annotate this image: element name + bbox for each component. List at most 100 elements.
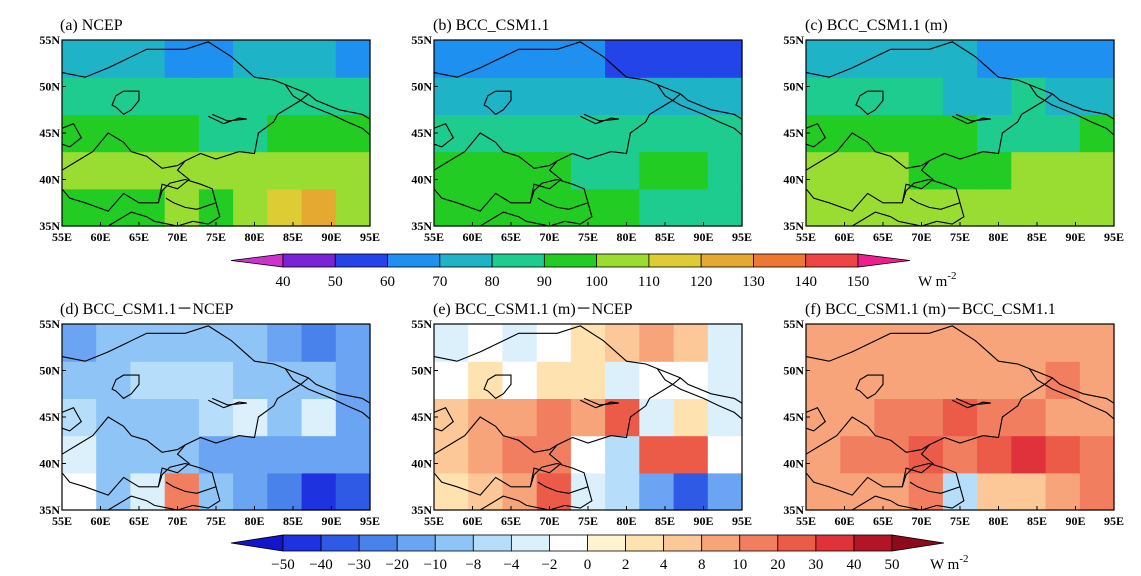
heatmap-cell xyxy=(96,435,131,474)
heatmap-cell xyxy=(673,77,709,115)
lon-tick-label: 55E xyxy=(796,230,816,244)
heatmap-cell xyxy=(1079,361,1115,399)
country-border xyxy=(433,41,743,120)
lat-tick-label: 35N xyxy=(783,503,804,517)
heatmap-cell xyxy=(673,188,709,227)
heatmap-cell xyxy=(707,77,743,115)
heatmap-cell xyxy=(605,472,640,511)
heatmap-cell xyxy=(1079,472,1115,511)
heatmap-cell xyxy=(301,398,337,437)
country-border xyxy=(284,368,371,420)
heatmap-cell xyxy=(468,472,503,511)
lat-tick-label: 55N xyxy=(39,317,60,331)
heatmap-cell xyxy=(198,40,234,78)
lon-tick-label: 65E xyxy=(501,230,521,244)
lon-tick-label: 90E xyxy=(1065,514,1085,528)
heatmap-cell xyxy=(570,435,606,474)
lat-tick-label: 35N xyxy=(783,219,804,233)
panel-title-f: (f) BCC_CSM1.1 (m)－BCC_CSM1.1 xyxy=(805,301,1056,318)
heatmap-cell xyxy=(164,40,200,78)
heatmap-cell xyxy=(605,151,640,190)
heatmap-cell xyxy=(233,398,268,437)
country-border xyxy=(805,123,827,148)
country-border xyxy=(1028,84,1115,136)
lat-tick-label: 50N xyxy=(411,80,432,94)
heatmap-cell xyxy=(502,398,538,437)
lat-tick-label: 35N xyxy=(411,503,432,517)
heatmap-cell xyxy=(908,324,944,362)
colorbar-box xyxy=(334,253,388,268)
heatmap-cell xyxy=(673,398,709,437)
lat-tick-label: 40N xyxy=(783,457,804,471)
heatmap-cell xyxy=(673,435,709,474)
lat-tick-label: 40N xyxy=(39,457,60,471)
heatmap-cell xyxy=(62,361,97,399)
heatmap-cell xyxy=(335,114,371,153)
colorbar-box xyxy=(439,253,493,268)
lon-tick-label: 95E xyxy=(1104,514,1124,528)
country-border xyxy=(805,325,1115,404)
colorbar-label: 140 xyxy=(794,274,817,290)
lon-tick-label: 70E xyxy=(167,514,187,528)
colorbar-box xyxy=(777,534,817,552)
colorbar-end-high xyxy=(857,253,911,268)
heatmap-cell xyxy=(605,435,640,474)
heatmap-cell xyxy=(874,324,910,362)
lon-tick-label: 85E xyxy=(1027,230,1047,244)
lat-tick-label: 55N xyxy=(783,317,804,331)
heatmap-cell xyxy=(62,151,97,190)
lat-tick-label: 45N xyxy=(39,410,60,424)
lon-tick-label: 65E xyxy=(129,230,149,244)
lon-tick-label: 95E xyxy=(732,230,752,244)
lat-tick-label: 50N xyxy=(783,80,804,94)
heatmap-cell xyxy=(1079,435,1115,474)
heatmap-cell xyxy=(301,40,337,78)
heatmap-cell xyxy=(874,361,910,399)
heatmap-cell xyxy=(977,435,1012,474)
heatmap-cell xyxy=(96,114,131,153)
heatmap-cell xyxy=(908,40,944,78)
colorbar-box xyxy=(282,534,322,552)
heatmap-cell xyxy=(942,324,978,362)
heatmap-cell xyxy=(468,40,503,78)
heatmap-cell xyxy=(1011,435,1047,474)
heatmap-cell xyxy=(233,114,268,153)
heatmap-cell xyxy=(1011,40,1047,78)
lon-tick-label: 90E xyxy=(693,514,713,528)
heatmap-cell xyxy=(130,398,166,437)
colorbar-bottom-unit: W m-2 xyxy=(930,553,968,573)
heatmap-cell xyxy=(233,324,268,362)
heatmap-cell xyxy=(335,40,371,78)
heatmap-cell xyxy=(570,188,606,227)
heatmap-cell xyxy=(570,361,606,399)
colorbar-box xyxy=(396,534,436,552)
heatmap-cell xyxy=(301,435,337,474)
heatmap-cell xyxy=(707,151,743,190)
colorbar-label: 130 xyxy=(742,274,765,290)
heatmap-cell xyxy=(335,188,371,227)
heatmap-cell xyxy=(96,472,131,511)
colorbar-label: −2 xyxy=(541,557,557,573)
lon-tick-label: 95E xyxy=(360,230,380,244)
heatmap-cell xyxy=(233,40,268,78)
panel-title-e: (e) BCC_CSM1.1 (m)－NCEP xyxy=(433,301,633,318)
heatmap-cell xyxy=(130,151,166,190)
heatmap-cell xyxy=(233,188,268,227)
heatmap-cell xyxy=(62,324,97,362)
heatmap-cell xyxy=(536,114,572,153)
lat-tick-label: 45N xyxy=(411,126,432,140)
heatmap-cell xyxy=(1045,188,1081,227)
heatmap-cell xyxy=(502,361,538,399)
heatmap-cell xyxy=(267,77,303,115)
heatmap-cell xyxy=(198,324,234,362)
heatmap-cell xyxy=(977,472,1012,511)
lat-tick-label: 40N xyxy=(411,457,432,471)
lon-tick-label: 75E xyxy=(578,230,598,244)
heatmap-cell xyxy=(673,472,709,511)
heatmap-cell xyxy=(942,435,978,474)
country-border xyxy=(483,90,512,116)
panel-title-c: (c) BCC_CSM1.1 (m) xyxy=(805,17,948,34)
colorbar-label: −40 xyxy=(309,557,332,573)
heatmap-cell xyxy=(639,77,675,115)
country-border xyxy=(805,407,827,432)
